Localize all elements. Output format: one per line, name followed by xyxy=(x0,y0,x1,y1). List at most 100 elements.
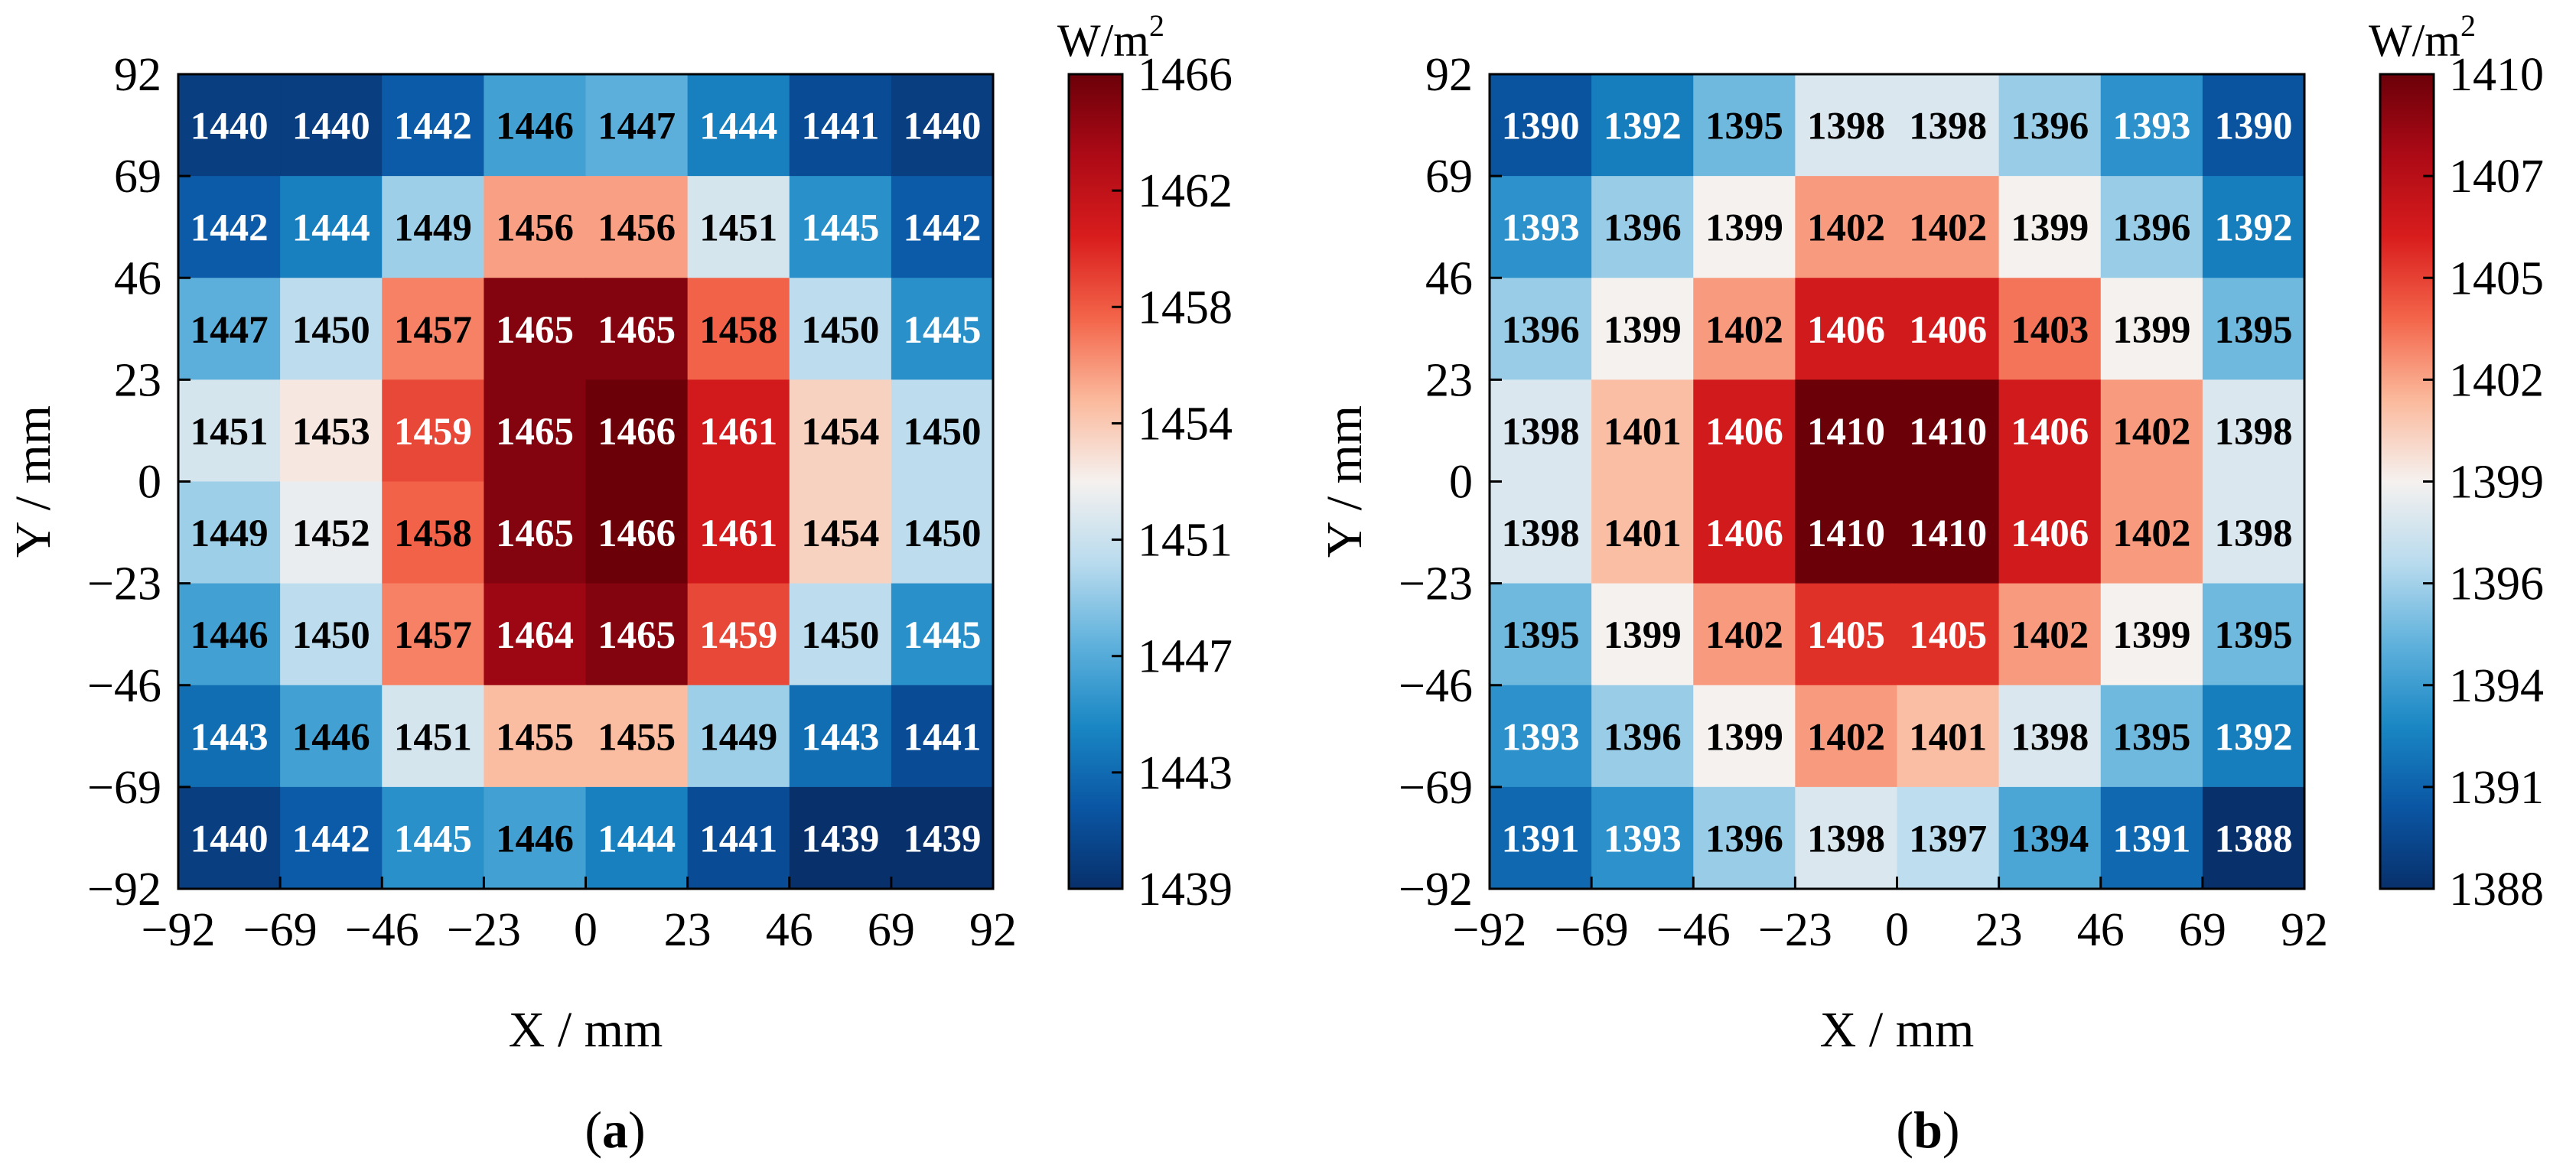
cell-value-label: 1398 xyxy=(1807,818,1885,861)
heatmap-cell xyxy=(2202,74,2305,177)
cell-value-label: 1399 xyxy=(1705,207,1783,250)
heatmap-cell xyxy=(891,481,994,584)
x-tick-label: 23 xyxy=(664,904,712,956)
y-tick-label: 23 xyxy=(114,354,161,406)
cell-value-label: 1406 xyxy=(1705,411,1783,454)
heatmap-cell xyxy=(1591,278,1694,380)
cell-value-label: 1394 xyxy=(2011,818,2089,861)
cell-value-label: 1406 xyxy=(1807,309,1885,352)
heatmap-cell xyxy=(1693,379,1796,483)
heatmap-cell xyxy=(2100,278,2203,380)
colorbar-tick-label: 1388 xyxy=(2449,864,2544,916)
heatmap-cell xyxy=(382,685,484,788)
y-tick-label: 69 xyxy=(114,151,161,203)
heatmap-cell xyxy=(1490,74,1592,177)
cell-value-label: 1443 xyxy=(191,716,269,759)
cell-value-label: 1395 xyxy=(2214,309,2292,352)
heatmap-cell xyxy=(484,786,587,890)
cell-value-label: 1392 xyxy=(2214,207,2292,250)
heatmap-cell xyxy=(382,786,484,890)
colorbar-tick-label: 1454 xyxy=(1138,398,1233,450)
heatmap-cell xyxy=(1795,685,1898,788)
x-tick-label: −46 xyxy=(1656,904,1731,956)
heatmap-cell xyxy=(484,176,587,278)
cell-value-label: 1449 xyxy=(191,512,269,555)
cell-value-label: 1392 xyxy=(2214,716,2292,759)
colorbar-tick-label: 1407 xyxy=(2449,151,2544,203)
cell-value-label: 1391 xyxy=(1502,818,1580,861)
cell-value-label: 1398 xyxy=(1502,512,1580,555)
cell-value-label: 1444 xyxy=(598,818,676,861)
heatmap-cell xyxy=(382,74,484,177)
cell-value-label: 1446 xyxy=(496,818,574,861)
heatmap-cell xyxy=(1490,583,1592,686)
heatmap-cell xyxy=(1897,481,2000,584)
cell-value-label: 1456 xyxy=(496,207,574,250)
cell-value-label: 1402 xyxy=(2011,614,2089,657)
x-tick-label: −92 xyxy=(1453,904,1527,956)
x-tick-label: 23 xyxy=(1975,904,2023,956)
cell-value-label: 1457 xyxy=(394,309,472,352)
heatmap-cell xyxy=(1795,278,1898,380)
cell-value-label: 1396 xyxy=(2011,106,2089,148)
heatmap-cell xyxy=(382,176,484,278)
heatmap-cell xyxy=(789,176,892,278)
cell-value-label: 1454 xyxy=(801,411,879,454)
cell-value-label: 1466 xyxy=(598,411,676,454)
cell-value-label: 1442 xyxy=(292,818,370,861)
heatmap-cell xyxy=(891,583,994,686)
cell-value-label: 1443 xyxy=(801,716,879,759)
cell-value-label: 1399 xyxy=(2112,614,2190,657)
cell-value-label: 1396 xyxy=(1604,716,1682,759)
heatmap-cell xyxy=(1897,786,2000,890)
heatmap-cell xyxy=(585,786,689,890)
heatmap-cell xyxy=(1591,481,1694,584)
cell-value-label: 1395 xyxy=(1705,106,1783,148)
cell-value-label: 1454 xyxy=(801,512,879,555)
heatmap-cell xyxy=(1897,685,2000,788)
x-tick-label: 92 xyxy=(969,904,1017,956)
y-tick-label: 92 xyxy=(1425,49,1473,101)
heatmap-cell xyxy=(1591,74,1694,177)
cell-value-label: 1465 xyxy=(598,309,676,352)
colorbar-tick-label: 1410 xyxy=(2449,49,2544,101)
heatmap-cell xyxy=(1490,379,1592,483)
cell-value-label: 1397 xyxy=(1909,818,1987,861)
cell-value-label: 1456 xyxy=(598,207,676,250)
heatmap-cell xyxy=(1591,583,1694,686)
heatmap-cell xyxy=(2202,481,2305,584)
heatmap-cell xyxy=(687,685,790,788)
heatmap-cell xyxy=(178,176,281,278)
y-tick-label: −23 xyxy=(1399,558,1473,610)
heatmap-cell xyxy=(1490,481,1592,584)
heatmap-cell xyxy=(687,481,790,584)
heatmap-cell xyxy=(585,685,689,788)
heatmap-cell xyxy=(484,278,587,380)
heatmap-cell xyxy=(1693,278,1796,380)
y-tick-label: 46 xyxy=(1425,252,1473,304)
heatmap-cell xyxy=(687,74,790,177)
cell-value-label: 1410 xyxy=(1807,512,1885,555)
x-tick-label: 69 xyxy=(868,904,915,956)
heatmap-cell xyxy=(1897,74,2000,177)
heatmap-cell xyxy=(280,583,383,686)
cell-value-label: 1458 xyxy=(394,512,472,555)
cell-value-label: 1405 xyxy=(1909,614,1987,657)
cell-value-label: 1447 xyxy=(191,309,269,352)
heatmap-cell xyxy=(1897,583,2000,686)
cell-value-label: 1442 xyxy=(903,207,981,250)
y-tick-label: −69 xyxy=(87,762,161,814)
cell-value-label: 1440 xyxy=(292,106,370,148)
cell-value-label: 1395 xyxy=(2214,614,2292,657)
colorbar-tick-label: 1458 xyxy=(1138,281,1233,333)
colorbar-tick-label: 1451 xyxy=(1138,515,1233,567)
cell-value-label: 1402 xyxy=(1807,716,1885,759)
heatmap-cell xyxy=(1693,583,1796,686)
cell-value-label: 1450 xyxy=(801,309,879,352)
heatmap-cell xyxy=(585,583,689,686)
cell-value-label: 1398 xyxy=(1807,106,1885,148)
cell-value-label: 1410 xyxy=(1909,411,1987,454)
heatmap-cell xyxy=(891,786,994,890)
colorbar-tick-label: 1439 xyxy=(1138,864,1233,916)
